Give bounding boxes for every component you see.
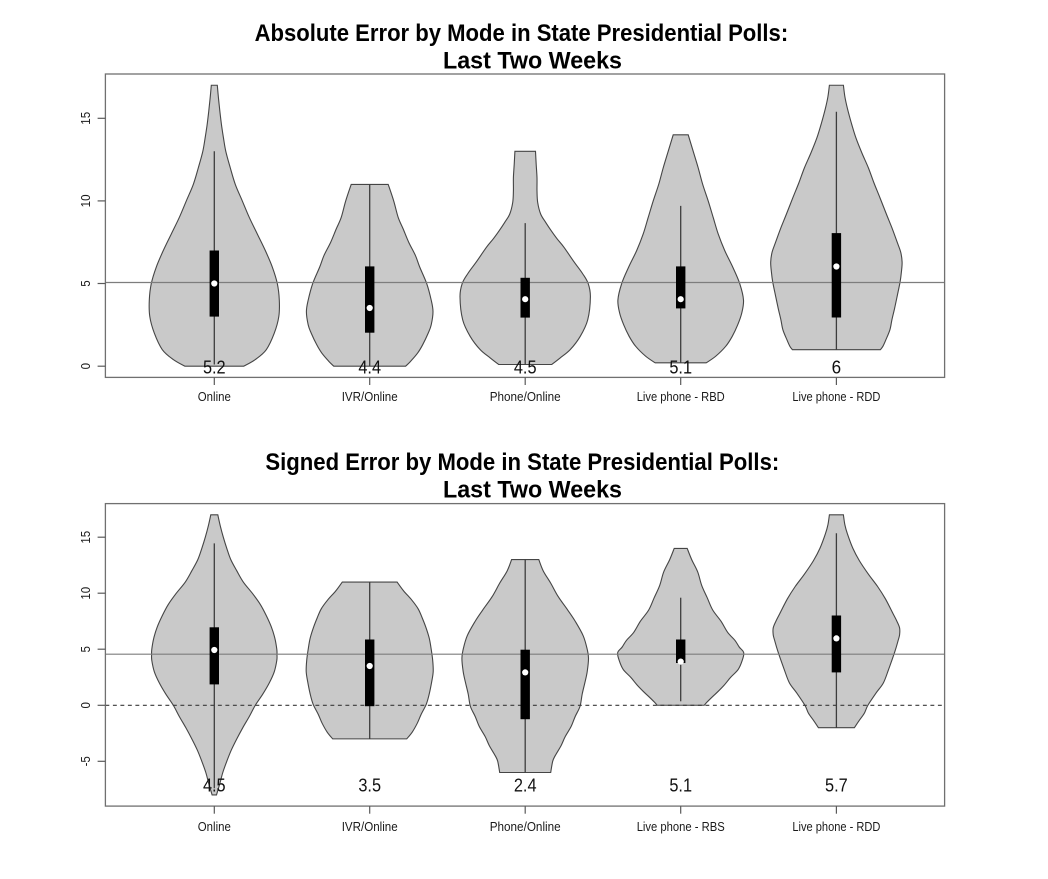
- svg-text:Signed Error by Mode in State: Signed Error by Mode in State Presidenti…: [265, 449, 779, 476]
- svg-text:Phone/Online: Phone/Online: [490, 389, 561, 404]
- svg-text:IVR/Online: IVR/Online: [342, 819, 398, 834]
- svg-text:Live phone - RDD: Live phone - RDD: [792, 819, 880, 834]
- svg-text:4.5: 4.5: [203, 775, 226, 796]
- svg-text:5: 5: [78, 280, 93, 286]
- svg-text:6: 6: [832, 356, 842, 377]
- svg-text:Online: Online: [198, 389, 231, 404]
- svg-text:Live phone - RBD: Live phone - RBD: [637, 389, 725, 404]
- svg-text:Live phone - RDD: Live phone - RDD: [792, 389, 880, 404]
- svg-text:0: 0: [78, 702, 93, 708]
- svg-text:Last Two Weeks: Last Two Weeks: [443, 477, 622, 504]
- svg-text:15: 15: [78, 531, 93, 544]
- svg-text:4.5: 4.5: [514, 356, 537, 377]
- svg-text:10: 10: [78, 587, 93, 600]
- svg-text:Online: Online: [198, 819, 231, 834]
- svg-text:3.5: 3.5: [358, 775, 381, 796]
- svg-text:10: 10: [78, 195, 93, 208]
- svg-text:5: 5: [78, 646, 93, 652]
- svg-text:Live phone - RBS: Live phone - RBS: [637, 819, 725, 834]
- svg-text:4.4: 4.4: [358, 356, 381, 377]
- svg-text:Absolute Error by Mode in Stat: Absolute Error by Mode in State Presiden…: [255, 20, 789, 47]
- svg-text:IVR/Online: IVR/Online: [342, 389, 398, 404]
- svg-text:5.2: 5.2: [203, 356, 226, 377]
- svg-text:Last Two Weeks: Last Two Weeks: [443, 47, 622, 74]
- svg-text:-5: -5: [78, 756, 93, 766]
- svg-text:15: 15: [78, 112, 93, 125]
- svg-text:5.1: 5.1: [669, 775, 692, 796]
- svg-text:2.4: 2.4: [514, 775, 537, 796]
- svg-text:5.7: 5.7: [825, 775, 848, 796]
- svg-text:Phone/Online: Phone/Online: [490, 819, 561, 834]
- svg-text:0: 0: [78, 363, 93, 369]
- svg-text:5.1: 5.1: [669, 356, 692, 377]
